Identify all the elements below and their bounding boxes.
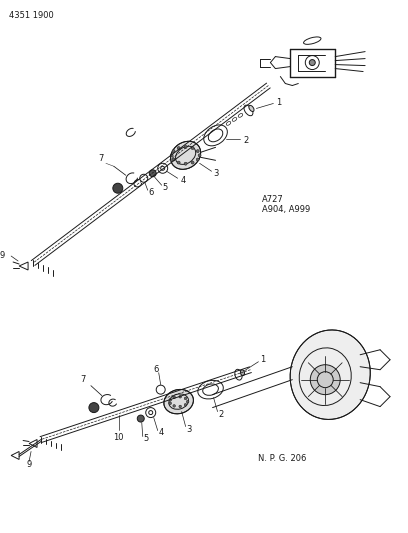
- Ellipse shape: [171, 141, 201, 169]
- Circle shape: [172, 158, 175, 161]
- Circle shape: [137, 415, 144, 422]
- Text: 9: 9: [0, 251, 5, 260]
- Circle shape: [173, 396, 175, 399]
- Text: 6: 6: [149, 188, 154, 197]
- Ellipse shape: [290, 330, 370, 419]
- Circle shape: [149, 170, 156, 177]
- Circle shape: [309, 60, 315, 66]
- Circle shape: [191, 161, 194, 164]
- Circle shape: [113, 183, 123, 193]
- Circle shape: [310, 365, 340, 394]
- Circle shape: [89, 402, 99, 413]
- Circle shape: [196, 158, 199, 161]
- Text: 4: 4: [181, 176, 186, 185]
- Circle shape: [184, 397, 187, 400]
- Circle shape: [179, 405, 182, 408]
- Circle shape: [177, 161, 180, 164]
- Text: 2: 2: [244, 136, 249, 145]
- Circle shape: [169, 399, 171, 401]
- Text: A904, A999: A904, A999: [262, 205, 310, 214]
- Circle shape: [196, 150, 199, 152]
- Circle shape: [177, 147, 180, 150]
- Text: 9: 9: [27, 460, 32, 469]
- Ellipse shape: [164, 390, 193, 414]
- Text: 6: 6: [153, 365, 158, 374]
- Text: 4: 4: [159, 428, 164, 437]
- Circle shape: [169, 402, 171, 405]
- Text: 3: 3: [213, 169, 219, 178]
- Circle shape: [172, 150, 175, 152]
- Text: 1: 1: [260, 355, 266, 364]
- Circle shape: [173, 405, 175, 407]
- Ellipse shape: [249, 106, 254, 111]
- Text: N. P. G. 206: N. P. G. 206: [258, 455, 307, 464]
- Text: 5: 5: [144, 434, 149, 443]
- Text: 7: 7: [80, 375, 86, 384]
- Text: 3: 3: [186, 425, 192, 434]
- Text: 7: 7: [98, 154, 104, 163]
- Text: 10: 10: [113, 433, 124, 442]
- Circle shape: [184, 162, 187, 165]
- Circle shape: [186, 400, 189, 403]
- Circle shape: [184, 146, 187, 148]
- Ellipse shape: [240, 370, 244, 376]
- Circle shape: [184, 403, 187, 406]
- Text: 2: 2: [219, 410, 224, 419]
- Text: A727: A727: [262, 195, 284, 204]
- Circle shape: [170, 154, 173, 157]
- Text: 1: 1: [276, 98, 282, 107]
- Circle shape: [198, 154, 201, 157]
- Text: 4351 1900: 4351 1900: [9, 11, 54, 20]
- Circle shape: [179, 395, 182, 398]
- Text: 5: 5: [163, 183, 168, 192]
- Circle shape: [191, 147, 194, 150]
